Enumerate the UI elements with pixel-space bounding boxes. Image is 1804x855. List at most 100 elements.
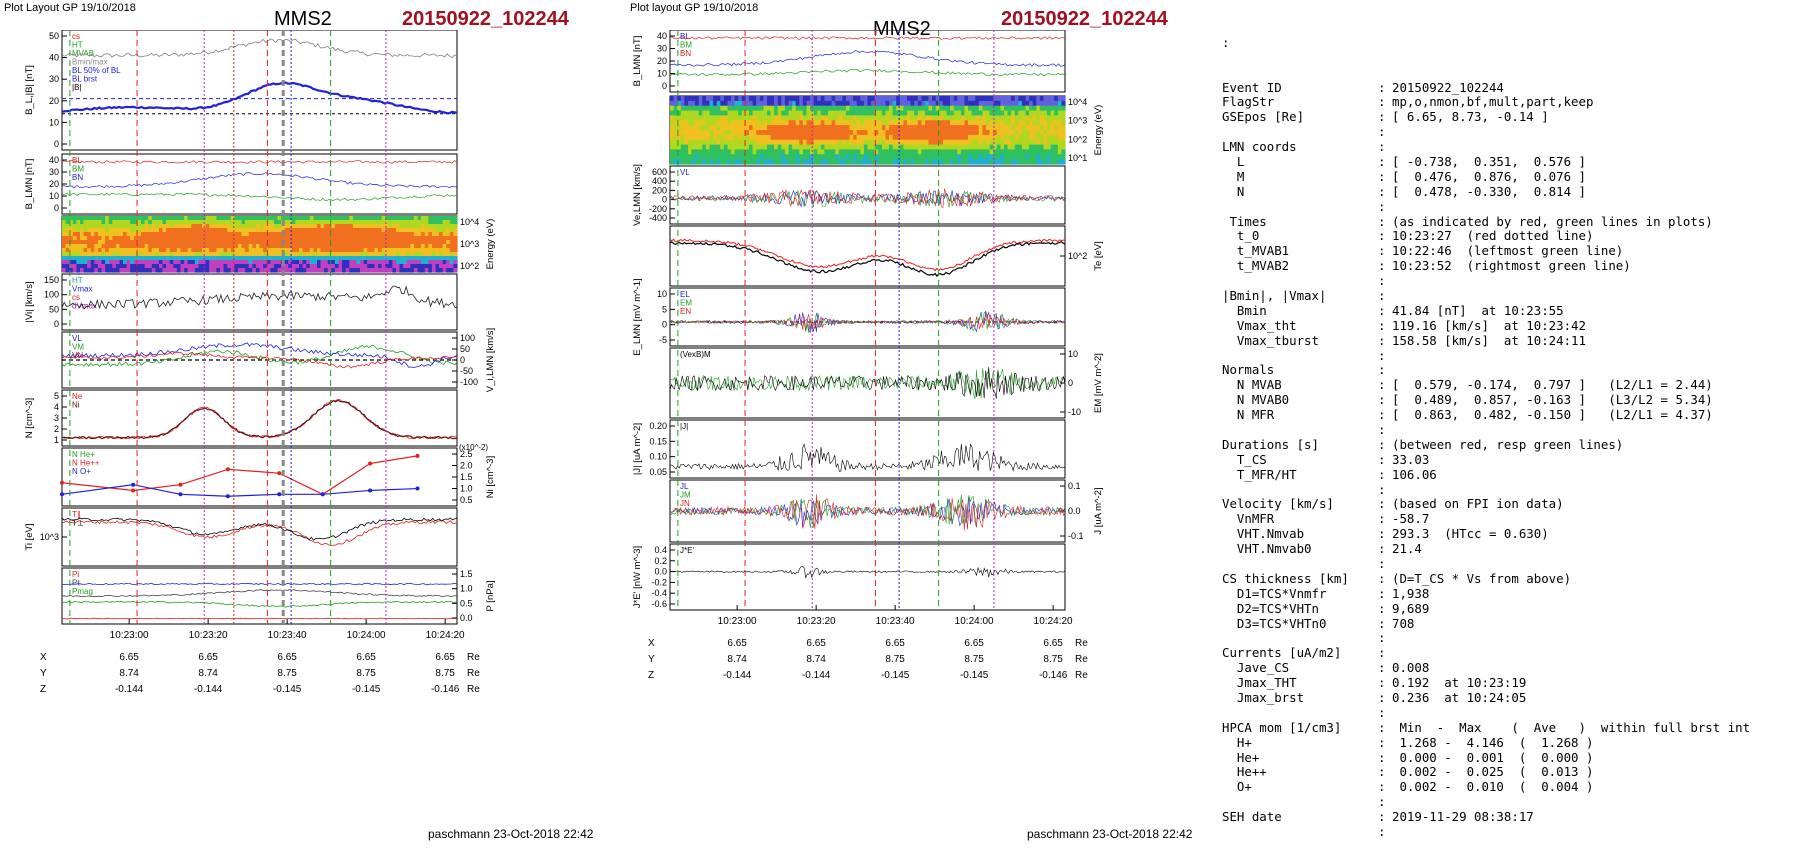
spectrogram-cell <box>123 264 128 269</box>
spectrogram-cell <box>695 159 700 165</box>
spectrogram-cell <box>424 256 429 261</box>
spectrogram-cell <box>327 260 332 265</box>
spectrogram-cell <box>439 256 444 261</box>
spectrogram-cell <box>1032 110 1037 117</box>
spectrogram-cell <box>820 105 825 112</box>
spectrogram-cell <box>363 248 368 253</box>
left-ytick-label: 0 <box>54 139 59 149</box>
left-ytick-label: 30 <box>49 167 59 177</box>
spectrogram-cell <box>788 100 793 107</box>
spectrogram-cell <box>867 110 872 117</box>
spectrogram-cell <box>702 100 707 107</box>
spectrogram-cell <box>313 228 318 233</box>
spectrogram-cell <box>1004 144 1009 151</box>
spectrogram-cell <box>749 149 754 155</box>
spectrogram-cell <box>784 100 790 107</box>
spectrogram-cell <box>698 105 703 112</box>
spectrogram-cell <box>1021 105 1027 112</box>
spectrogram-cell <box>119 244 124 249</box>
spectrogram-cell <box>788 154 793 160</box>
spectrogram-cell <box>925 96 930 102</box>
spectrogram-cell <box>1004 159 1009 165</box>
spectrogram-cell <box>731 120 736 126</box>
spectrogram-cell <box>273 264 279 269</box>
spectrogram-cell <box>842 100 847 107</box>
spectrogram-cell <box>975 100 980 107</box>
spectrogram-cell <box>399 232 404 237</box>
middle-legend-item: JN <box>680 499 690 508</box>
left-ytick-label: 30 <box>49 74 59 84</box>
spectrogram-cell <box>159 248 164 253</box>
series-pi <box>61 582 458 586</box>
spectrogram-cell <box>299 268 304 273</box>
info-value: (as indicated by red, green lines in plo… <box>1392 213 1713 229</box>
spectrogram-cell <box>69 260 74 265</box>
info-row: CS thickness [km]: (D=T_CS * Vs from abov… <box>1222 571 1802 587</box>
spectrogram-cell <box>1011 159 1016 165</box>
spectrogram-cell <box>302 268 307 273</box>
left-ylabel: B_LMN [nT] <box>24 159 35 210</box>
spectrogram-cell <box>97 264 103 269</box>
series-bm <box>61 172 458 189</box>
left-orbit-label: Y <box>40 668 47 679</box>
spectrogram-cell <box>241 224 246 229</box>
spectrogram-cell <box>421 244 426 249</box>
spectrogram-cell <box>216 244 221 249</box>
spectrogram-cell <box>932 134 937 141</box>
spectrogram-cell <box>680 154 685 160</box>
spectrogram-cell <box>1047 110 1052 117</box>
spectrogram-cell <box>1014 120 1019 126</box>
spectrogram-cell <box>288 228 293 233</box>
spectrogram-cell <box>288 240 293 245</box>
spectrogram-cell <box>971 96 976 102</box>
spectrogram-cell <box>723 115 729 121</box>
spectrogram-cell <box>781 110 786 117</box>
spectrogram-cell <box>173 268 178 273</box>
spectrogram-cell <box>680 149 685 155</box>
spectrogram-cell <box>112 240 117 245</box>
spectrogram-cell <box>299 232 304 237</box>
spectrogram-cell <box>180 228 185 233</box>
spectrogram-cell <box>1047 120 1052 126</box>
spectrogram-cell <box>65 248 70 253</box>
spectrogram-cell <box>80 264 85 269</box>
spectrogram-cell <box>417 256 422 261</box>
left-orbit-label: X <box>40 652 47 663</box>
series-te-par <box>669 238 1066 272</box>
spectrogram-cell <box>245 240 250 245</box>
spectrogram-cell <box>971 144 976 151</box>
spectrogram-cell <box>327 268 332 273</box>
info-value: [ 0.579, -0.174, 0.797 ] (L2/L1 = 2.44) <box>1392 377 1713 393</box>
spectrogram-cell <box>80 268 85 273</box>
spectrogram-cell <box>968 130 973 136</box>
spectrogram-cell <box>281 264 286 269</box>
spectrogram-cell <box>1018 134 1023 141</box>
spectrogram-cell <box>255 228 261 233</box>
spectrogram-cell <box>87 236 92 241</box>
spectrogram-cell <box>684 115 689 121</box>
spectrogram-cell <box>115 260 121 265</box>
spectrogram-cell <box>155 256 160 261</box>
spectrogram-cell <box>245 228 250 233</box>
spectrogram-cell <box>741 134 746 141</box>
spectrogram-cell <box>238 252 243 257</box>
spectrogram-cell <box>953 110 958 117</box>
spectrogram-cell <box>259 252 264 257</box>
spectrogram-cell <box>802 134 808 141</box>
spectrogram-cell <box>72 236 77 241</box>
spectrogram-cell <box>691 110 696 117</box>
spectrogram-cell <box>813 110 818 117</box>
spectrogram-cell <box>921 149 926 155</box>
spectrogram-cell <box>784 125 790 131</box>
spectrogram-cell <box>939 139 944 146</box>
spectrogram-cell <box>820 130 825 136</box>
spectrogram-cell <box>449 220 454 225</box>
spectrogram-cell <box>374 268 379 273</box>
spectrogram-cell <box>176 248 182 253</box>
info-row: O+: 0.002 - 0.010 ( 0.004 ) <box>1222 779 1802 795</box>
spectrogram-cell <box>259 244 264 249</box>
spectrogram-cell <box>828 115 833 121</box>
spectrogram-cell <box>223 252 228 257</box>
spectrogram-cell <box>277 236 282 241</box>
spectrogram-cell <box>680 115 685 121</box>
